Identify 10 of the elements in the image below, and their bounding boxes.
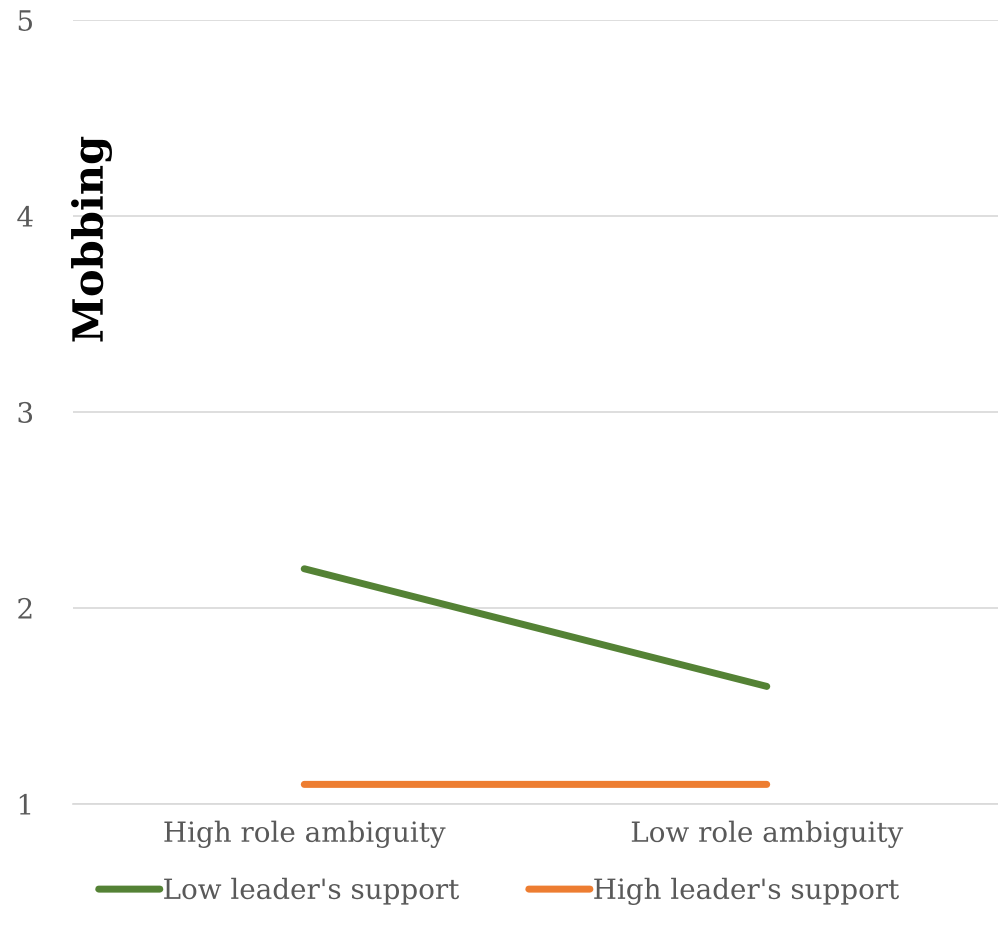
y-tick-label: 1 [20,794,30,815]
x-tick-label: High role ambiguity [164,820,446,848]
y-tick-label: 2 [18,598,32,619]
y-axis-title: Mobbing [71,136,112,342]
legend-label: High leader's support [594,878,900,905]
y-tick-label: 3 [18,402,32,423]
x-tick-label: Low role ambiguity [632,820,904,848]
y-tick-label: 4 [17,206,33,227]
y-tick-label: 5 [18,10,32,31]
legend-label: Low leader's support [164,878,460,905]
